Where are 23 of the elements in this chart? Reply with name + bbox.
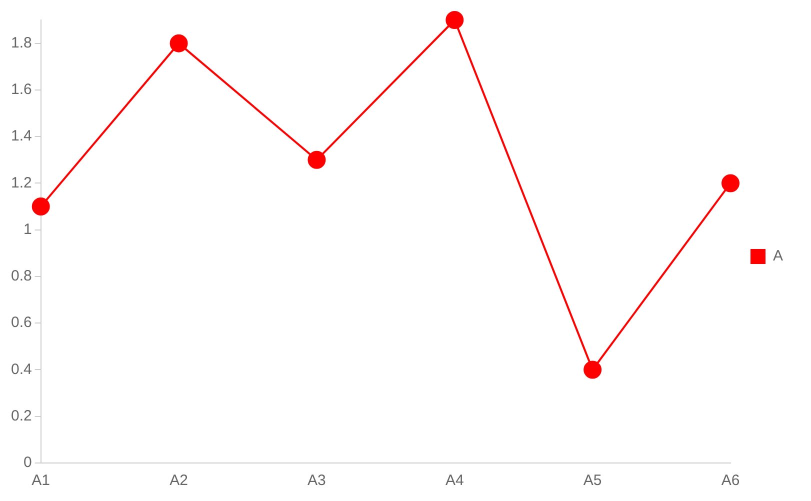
y-tick-label: 1.2 [10,174,32,192]
point [584,360,602,379]
point [170,34,188,52]
y-tick-label: 0.4 [10,360,32,378]
y-tick-label: 1.4 [10,128,32,145]
x-tick-label: A5 [583,472,602,490]
legend-label: A [772,248,784,265]
point [446,11,464,29]
y-tick-label: 0 [24,454,32,472]
y-tick-label: 1 [24,220,32,238]
point [721,174,740,192]
x-tick-label: A2 [170,472,188,490]
y-tick-label: 0.2 [10,408,32,425]
x-tick-label: A1 [32,472,50,490]
y-tick-label: 0.8 [10,268,32,285]
x-tick-label: A6 [721,472,740,490]
x-tick-label: A4 [445,472,464,490]
y-tick-label: 1.8 [10,34,32,52]
point [308,150,326,169]
x-tick-label: A3 [308,472,326,490]
y-tick-label: 1.6 [10,81,32,98]
point [32,198,50,216]
y-tick-label: 0.6 [10,314,32,332]
